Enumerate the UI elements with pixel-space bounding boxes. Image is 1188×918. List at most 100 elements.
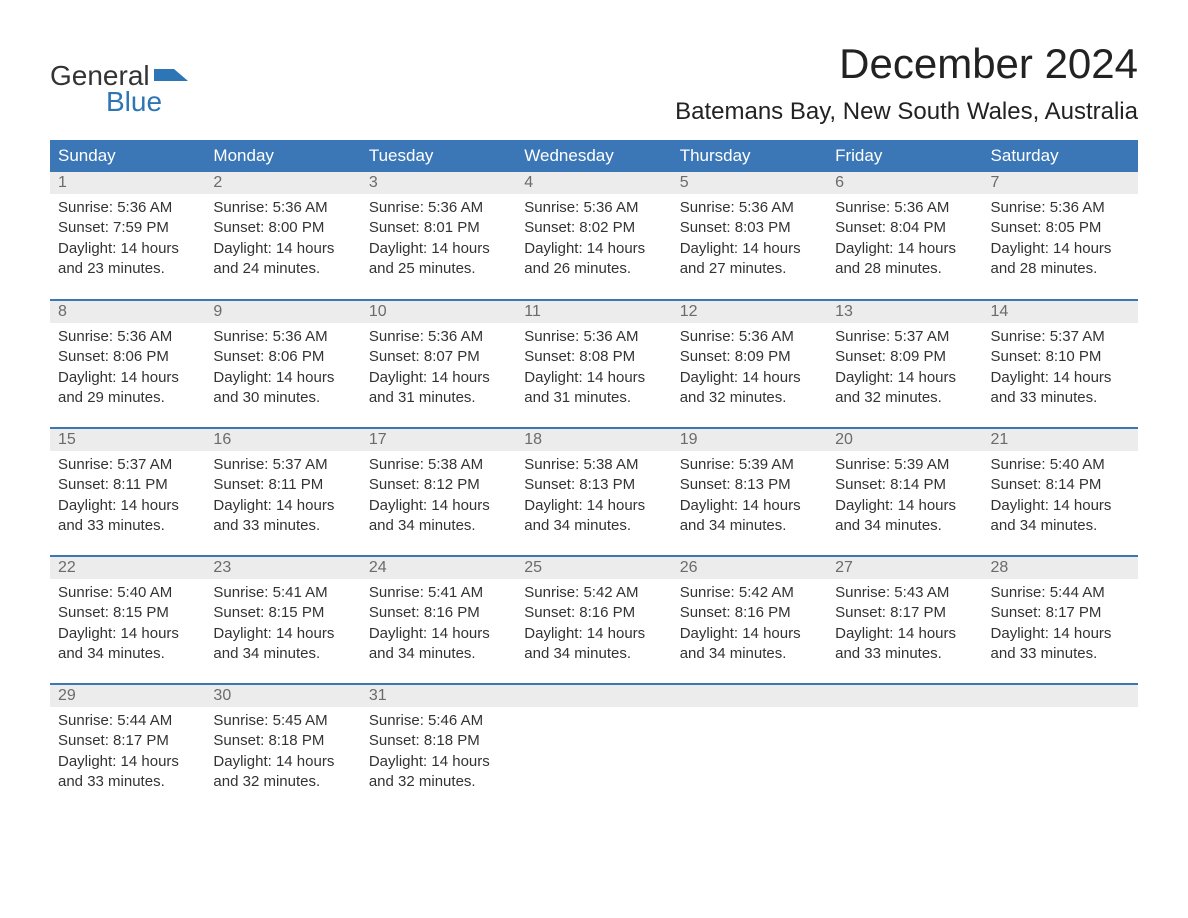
- daylight-line1: Daylight: 14 hours: [524, 624, 663, 644]
- daylight-line1: Daylight: 14 hours: [58, 368, 197, 388]
- daylight-line1: Daylight: 14 hours: [680, 624, 819, 644]
- sunset-line: Sunset: 8:02 PM: [524, 218, 663, 238]
- sunset-line: Sunset: 8:18 PM: [213, 731, 352, 751]
- day-cell: 6Sunrise: 5:36 AMSunset: 8:04 PMDaylight…: [827, 172, 982, 300]
- daylight-line2: and 33 minutes.: [991, 644, 1130, 664]
- sunset-line: Sunset: 8:06 PM: [213, 347, 352, 367]
- day-number: 22: [50, 557, 205, 579]
- day-number: 31: [361, 685, 516, 707]
- day-cell: 7Sunrise: 5:36 AMSunset: 8:05 PMDaylight…: [983, 172, 1138, 300]
- sunset-line: Sunset: 8:13 PM: [524, 475, 663, 495]
- daylight-line1: Daylight: 14 hours: [213, 624, 352, 644]
- day-number: 13: [827, 301, 982, 323]
- day-cell: 16Sunrise: 5:37 AMSunset: 8:11 PMDayligh…: [205, 428, 360, 556]
- day-cell: [672, 684, 827, 812]
- col-wednesday: Wednesday: [516, 140, 671, 172]
- day-details: Sunrise: 5:38 AMSunset: 8:12 PMDaylight:…: [361, 451, 516, 544]
- daylight-line2: and 23 minutes.: [58, 259, 197, 279]
- brand-logo: General Blue: [50, 40, 188, 118]
- daylight-line1: Daylight: 14 hours: [680, 496, 819, 516]
- day-number: 7: [983, 172, 1138, 194]
- day-cell: 4Sunrise: 5:36 AMSunset: 8:02 PMDaylight…: [516, 172, 671, 300]
- day-details: Sunrise: 5:39 AMSunset: 8:14 PMDaylight:…: [827, 451, 982, 544]
- daylight-line1: Daylight: 14 hours: [369, 624, 508, 644]
- daylight-line2: and 34 minutes.: [524, 516, 663, 536]
- day-number: 23: [205, 557, 360, 579]
- empty-day-header: [983, 685, 1138, 707]
- empty-day-header: [516, 685, 671, 707]
- day-details: Sunrise: 5:37 AMSunset: 8:11 PMDaylight:…: [50, 451, 205, 544]
- calendar-body: 1Sunrise: 5:36 AMSunset: 7:59 PMDaylight…: [50, 172, 1138, 812]
- sunset-line: Sunset: 7:59 PM: [58, 218, 197, 238]
- day-details: Sunrise: 5:41 AMSunset: 8:16 PMDaylight:…: [361, 579, 516, 672]
- daylight-line2: and 26 minutes.: [524, 259, 663, 279]
- sunrise-line: Sunrise: 5:42 AM: [680, 583, 819, 603]
- day-cell: 23Sunrise: 5:41 AMSunset: 8:15 PMDayligh…: [205, 556, 360, 684]
- daylight-line2: and 30 minutes.: [213, 388, 352, 408]
- sunrise-line: Sunrise: 5:36 AM: [680, 327, 819, 347]
- sunset-line: Sunset: 8:09 PM: [680, 347, 819, 367]
- sunrise-line: Sunrise: 5:44 AM: [991, 583, 1130, 603]
- col-tuesday: Tuesday: [361, 140, 516, 172]
- day-number: 6: [827, 172, 982, 194]
- daylight-line1: Daylight: 14 hours: [213, 496, 352, 516]
- sunset-line: Sunset: 8:06 PM: [58, 347, 197, 367]
- daylight-line2: and 34 minutes.: [213, 644, 352, 664]
- daylight-line2: and 28 minutes.: [991, 259, 1130, 279]
- sunset-line: Sunset: 8:17 PM: [991, 603, 1130, 623]
- sunset-line: Sunset: 8:16 PM: [369, 603, 508, 623]
- sunset-line: Sunset: 8:14 PM: [991, 475, 1130, 495]
- day-cell: 3Sunrise: 5:36 AMSunset: 8:01 PMDaylight…: [361, 172, 516, 300]
- week-row: 8Sunrise: 5:36 AMSunset: 8:06 PMDaylight…: [50, 300, 1138, 428]
- day-number: 19: [672, 429, 827, 451]
- week-row: 22Sunrise: 5:40 AMSunset: 8:15 PMDayligh…: [50, 556, 1138, 684]
- day-details: Sunrise: 5:37 AMSunset: 8:09 PMDaylight:…: [827, 323, 982, 416]
- sunrise-line: Sunrise: 5:41 AM: [213, 583, 352, 603]
- day-cell: 2Sunrise: 5:36 AMSunset: 8:00 PMDaylight…: [205, 172, 360, 300]
- day-number: 18: [516, 429, 671, 451]
- day-number: 28: [983, 557, 1138, 579]
- week-row: 29Sunrise: 5:44 AMSunset: 8:17 PMDayligh…: [50, 684, 1138, 812]
- daylight-line1: Daylight: 14 hours: [835, 496, 974, 516]
- sunrise-line: Sunrise: 5:39 AM: [835, 455, 974, 475]
- day-details: Sunrise: 5:36 AMSunset: 8:07 PMDaylight:…: [361, 323, 516, 416]
- day-number: 16: [205, 429, 360, 451]
- daylight-line1: Daylight: 14 hours: [835, 624, 974, 644]
- sunset-line: Sunset: 8:09 PM: [835, 347, 974, 367]
- day-cell: 28 Sunrise: 5:44 AMSunset: 8:17 PMDayligh…: [983, 556, 1138, 684]
- day-number: 30: [205, 685, 360, 707]
- day-cell: 24Sunrise: 5:41 AMSunset: 8:16 PMDayligh…: [361, 556, 516, 684]
- daylight-line1: Daylight: 14 hours: [58, 752, 197, 772]
- week-row: 15Sunrise: 5:37 AMSunset: 8:11 PMDayligh…: [50, 428, 1138, 556]
- day-number: 5: [672, 172, 827, 194]
- day-number: 3: [361, 172, 516, 194]
- daylight-line2: and 31 minutes.: [369, 388, 508, 408]
- sunrise-line: Sunrise: 5:45 AM: [213, 711, 352, 731]
- daylight-line2: and 34 minutes.: [369, 644, 508, 664]
- daylight-line1: Daylight: 14 hours: [369, 496, 508, 516]
- sunset-line: Sunset: 8:15 PM: [58, 603, 197, 623]
- day-cell: [827, 684, 982, 812]
- col-sunday: Sunday: [50, 140, 205, 172]
- day-number: 10: [361, 301, 516, 323]
- daylight-line2: and 34 minutes.: [991, 516, 1130, 536]
- day-number: 25: [516, 557, 671, 579]
- day-cell: 14Sunrise: 5:37 AMSunset: 8:10 PMDayligh…: [983, 300, 1138, 428]
- sunrise-line: Sunrise: 5:44 AM: [58, 711, 197, 731]
- day-number: 4: [516, 172, 671, 194]
- sunrise-line: Sunrise: 5:37 AM: [835, 327, 974, 347]
- daylight-line2: and 31 minutes.: [524, 388, 663, 408]
- day-cell: 10Sunrise: 5:36 AMSunset: 8:07 PMDayligh…: [361, 300, 516, 428]
- daylight-line1: Daylight: 14 hours: [524, 496, 663, 516]
- day-cell: 19Sunrise: 5:39 AMSunset: 8:13 PMDayligh…: [672, 428, 827, 556]
- daylight-line1: Daylight: 14 hours: [991, 624, 1130, 644]
- day-cell: 29Sunrise: 5:44 AMSunset: 8:17 PMDayligh…: [50, 684, 205, 812]
- daylight-line2: and 24 minutes.: [213, 259, 352, 279]
- brand-blue: Blue: [106, 86, 162, 118]
- day-number: 8: [50, 301, 205, 323]
- day-cell: 25Sunrise: 5:42 AMSunset: 8:16 PMDayligh…: [516, 556, 671, 684]
- calendar-table: Sunday Monday Tuesday Wednesday Thursday…: [50, 140, 1138, 812]
- day-details: Sunrise: 5:36 AMSunset: 8:08 PMDaylight:…: [516, 323, 671, 416]
- day-details: Sunrise: 5:37 AMSunset: 8:10 PMDaylight:…: [983, 323, 1138, 416]
- day-cell: 17Sunrise: 5:38 AMSunset: 8:12 PMDayligh…: [361, 428, 516, 556]
